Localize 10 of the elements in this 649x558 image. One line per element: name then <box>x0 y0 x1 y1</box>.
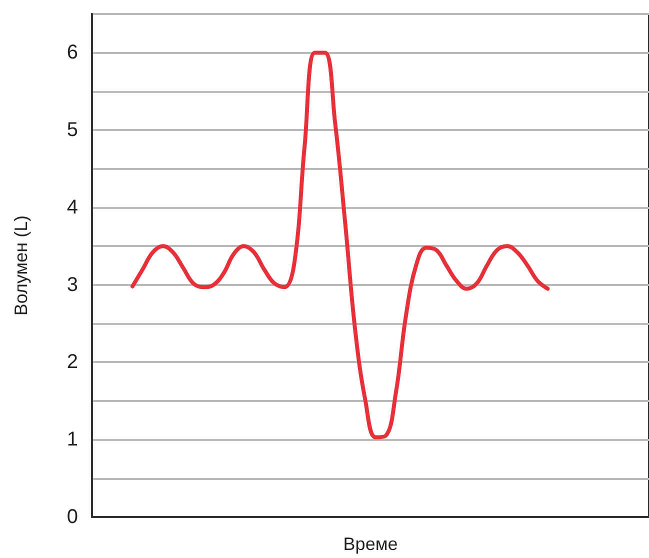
y-tick-label: 4 <box>66 196 78 218</box>
x-axis-title: Време <box>343 534 398 554</box>
y-tick-label: 2 <box>66 351 78 374</box>
y-tick-label: 3 <box>66 274 78 296</box>
y-tick-label: 6 <box>66 42 78 64</box>
y-tick-label: 1 <box>66 428 78 451</box>
y-tick-label: 5 <box>66 119 78 142</box>
line-series <box>130 50 550 440</box>
y-tick-label: 0 <box>66 506 78 528</box>
y-axis-title: Волумен (L) <box>11 215 31 316</box>
